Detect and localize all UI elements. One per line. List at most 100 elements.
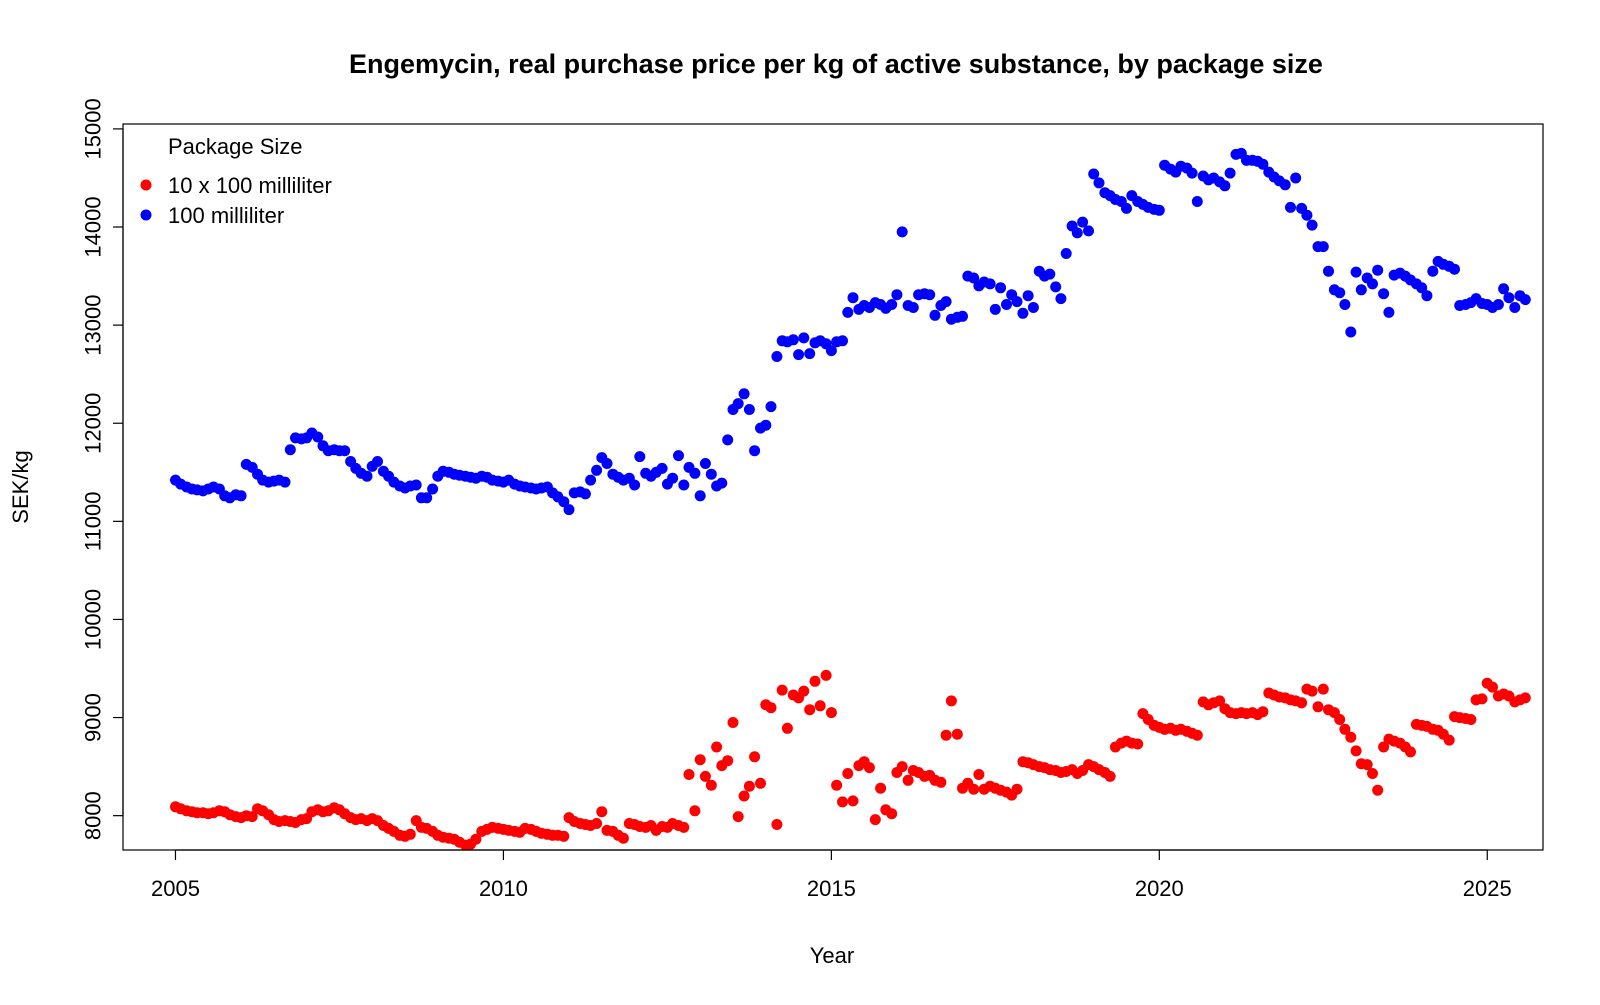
data-point — [1498, 283, 1510, 295]
data-point — [875, 782, 887, 794]
data-point — [1367, 278, 1378, 290]
data-point — [1088, 168, 1100, 180]
data-point — [749, 445, 761, 457]
data-point — [1421, 290, 1433, 302]
data-point — [372, 456, 383, 467]
data-point — [1001, 299, 1012, 310]
data-point — [1285, 201, 1296, 213]
data-point — [842, 306, 854, 318]
data-point — [1219, 180, 1231, 192]
data-point — [579, 488, 591, 500]
data-point — [1077, 216, 1089, 228]
data-point — [809, 675, 821, 687]
data-point — [634, 451, 646, 463]
data-point — [558, 496, 570, 508]
data-point — [743, 404, 755, 415]
data-point — [1355, 284, 1367, 296]
y-tick-label: 12000 — [81, 393, 106, 454]
x-axis: 2005 2010 2015 2020 2025 — [151, 849, 1512, 901]
data-point — [699, 770, 711, 782]
legend-title: Package Size — [168, 134, 303, 159]
chart-title: Engemycin, real purchase price per kg of… — [349, 49, 1323, 79]
data-point — [787, 334, 799, 346]
data-point — [765, 401, 777, 413]
data-point — [361, 470, 373, 482]
data-point — [711, 741, 723, 753]
data-point — [601, 458, 613, 469]
data-point — [847, 292, 859, 304]
data-point — [732, 811, 744, 823]
data-point — [246, 811, 258, 823]
data-point — [891, 289, 903, 301]
legend: Package Size 10 x 100 milliliter 100 mill… — [140, 134, 332, 228]
data-point — [279, 476, 291, 488]
data-point — [427, 483, 439, 495]
data-point — [1317, 241, 1329, 253]
x-tick-label: 2020 — [1135, 876, 1184, 901]
y-tick-label: 14000 — [81, 196, 106, 257]
data-point — [940, 296, 952, 308]
data-point — [1132, 738, 1144, 750]
data-point — [793, 349, 805, 361]
data-point — [1367, 768, 1378, 779]
data-point — [1350, 266, 1362, 278]
data-point — [825, 345, 837, 357]
data-point — [1306, 219, 1318, 231]
y-axis-label: SEK/kg — [8, 450, 33, 523]
x-tick-label: 2010 — [479, 876, 528, 901]
data-point — [716, 477, 728, 489]
data-point — [814, 700, 826, 712]
data-point — [1509, 302, 1521, 313]
data-points — [170, 147, 1531, 851]
data-point — [1383, 306, 1395, 318]
data-point — [798, 332, 810, 344]
legend-marker — [140, 179, 152, 191]
data-point — [1050, 281, 1062, 293]
data-point — [1257, 706, 1269, 718]
legend-marker — [140, 209, 152, 221]
data-point — [940, 729, 952, 741]
data-point — [760, 419, 772, 431]
data-point — [968, 272, 980, 284]
data-point — [585, 474, 597, 486]
y-tick-label: 13000 — [81, 295, 106, 356]
data-point — [1191, 196, 1203, 207]
data-point — [470, 833, 482, 845]
data-point — [1071, 227, 1083, 239]
data-point — [1153, 204, 1165, 216]
data-point — [629, 479, 641, 491]
data-point — [1405, 746, 1416, 758]
data-point — [1093, 177, 1105, 189]
data-point — [1334, 287, 1346, 299]
data-point — [1449, 263, 1460, 275]
data-point — [596, 806, 608, 818]
data-point — [1465, 714, 1477, 725]
data-point — [591, 464, 603, 476]
data-point — [951, 728, 963, 740]
data-point — [1476, 693, 1488, 705]
data-point — [410, 479, 422, 491]
data-point — [765, 702, 777, 714]
data-point — [1290, 172, 1302, 184]
data-point — [1372, 264, 1384, 276]
data-point — [558, 830, 570, 842]
data-point — [656, 462, 668, 474]
data-point — [771, 819, 783, 830]
data-point — [1345, 326, 1357, 338]
data-point — [1011, 296, 1023, 308]
data-point — [1323, 265, 1334, 277]
data-point — [339, 445, 351, 457]
data-point — [1121, 202, 1132, 214]
data-point — [738, 790, 750, 802]
data-point — [945, 695, 957, 707]
data-point — [678, 821, 690, 833]
data-point — [989, 303, 1001, 315]
data-point — [902, 774, 914, 786]
data-point — [705, 468, 717, 480]
data-point — [837, 796, 848, 808]
data-point — [749, 751, 761, 763]
data-point — [1027, 302, 1039, 313]
data-point — [1224, 167, 1236, 179]
data-point — [738, 388, 750, 400]
